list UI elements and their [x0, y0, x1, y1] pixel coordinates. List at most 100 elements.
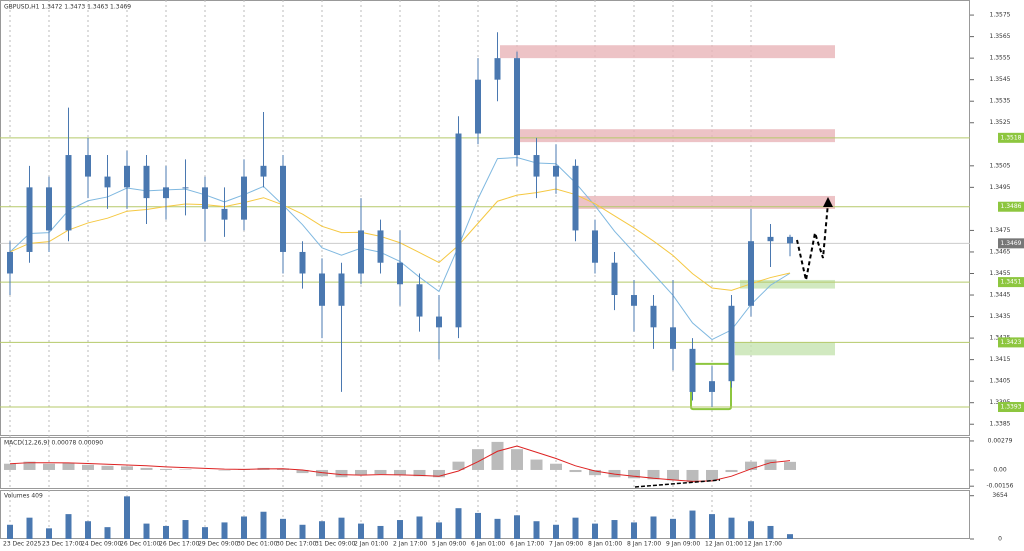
- x-tick-label: 30 Dec 01:00: [237, 541, 278, 548]
- level-label: 1.3451: [1001, 279, 1022, 286]
- volume-bar: [416, 516, 423, 539]
- candle-body: [377, 230, 384, 263]
- x-tick-label: 6 Jan 01:00: [471, 541, 505, 548]
- support-zone: [735, 342, 835, 356]
- volume-bar: [475, 512, 481, 539]
- macd-bar: [23, 461, 36, 470]
- level-tag: [998, 201, 1024, 212]
- volume-bar: [533, 521, 540, 539]
- candle-body: [748, 241, 754, 306]
- macd-bar: [82, 464, 94, 470]
- candle-body: [592, 230, 598, 263]
- candle-body: [7, 251, 13, 274]
- candle-body: [631, 295, 637, 306]
- volume-bar: [104, 527, 111, 539]
- y-tick-label: 1.3495: [990, 184, 1011, 191]
- macd-bar: [725, 469, 738, 473]
- macd-bar: [101, 465, 114, 470]
- x-tick-label: 29 Dec 09:00: [198, 541, 239, 548]
- candle-body: [436, 316, 442, 328]
- chart-title: GBPUSD,H1 1.3472 1.3473 1.3463 1.3469: [4, 4, 131, 11]
- volume-bar: [221, 522, 228, 539]
- macd-tick-label: 0.00: [993, 466, 1007, 473]
- macd-bar: [530, 459, 543, 470]
- volume-bar: [709, 514, 715, 539]
- x-tick-label: 23 Dec 17:00: [42, 541, 83, 548]
- candle-body: [85, 155, 91, 177]
- volume-bar: [280, 518, 286, 539]
- y-tick-label: 1.3575: [990, 12, 1011, 19]
- candle-body: [280, 165, 286, 252]
- x-tick-label: 23 Dec 2025: [3, 541, 42, 548]
- macd-bar: [764, 459, 777, 470]
- volume-bar: [767, 525, 774, 539]
- macd-bar: [160, 468, 172, 470]
- macd-bar: [745, 461, 757, 470]
- macd-bar: [374, 469, 387, 475]
- candle-body: [670, 327, 676, 349]
- level-tag: [998, 132, 1024, 143]
- macd-bar: [589, 469, 601, 476]
- macd-bar: [218, 469, 231, 471]
- volume-bar: [397, 520, 403, 539]
- x-tick-label: 24 Dec 09:00: [81, 541, 122, 548]
- macd-bar: [355, 469, 367, 476]
- volume-bar: [65, 514, 72, 539]
- macd-bar: [511, 449, 523, 470]
- x-tick-label: 8 Jan 17:00: [627, 541, 661, 548]
- candle-body: [319, 273, 325, 306]
- y-tick-label: 1.3475: [990, 227, 1011, 234]
- volume-tick-label: 3654: [992, 492, 1007, 499]
- x-tick-label: 5 Jan 09:00: [432, 541, 466, 548]
- candle-body: [514, 58, 520, 156]
- macd-bar: [121, 466, 133, 470]
- candle-body: [475, 79, 481, 134]
- candle-body: [611, 262, 618, 296]
- x-tick-label: 2 Jan 01:00: [354, 541, 388, 548]
- macd-bar: [452, 461, 465, 470]
- x-tick-label: 2 Jan 17:00: [393, 541, 427, 548]
- projection-arrow: [796, 202, 829, 281]
- x-tick-label: 7 Jan 09:00: [549, 541, 583, 548]
- candle-body: [46, 187, 52, 231]
- volume-bar: [650, 516, 657, 539]
- candle-body: [26, 187, 33, 252]
- macd-bar: [647, 469, 660, 480]
- volume-bar: [260, 511, 267, 539]
- volume-bar: [7, 524, 13, 539]
- volume-bar: [338, 517, 345, 539]
- macd-bar: [43, 463, 55, 470]
- macd-frame: [0, 437, 970, 489]
- macd-bar: [608, 469, 621, 478]
- macd-bar: [628, 469, 640, 479]
- macd-bar: [4, 463, 16, 470]
- volume-bar: [631, 522, 637, 539]
- volume-bar: [728, 517, 735, 539]
- level-label: 1.3393: [1001, 404, 1022, 411]
- volume-tick-label: 0: [998, 536, 1002, 543]
- volume-bar: [319, 521, 325, 539]
- volume-bar: [26, 517, 33, 539]
- y-tick-label: 1.3445: [990, 292, 1011, 299]
- level-tag: [998, 277, 1024, 288]
- volume-bar: [85, 521, 91, 539]
- candle-body: [65, 155, 72, 231]
- level-label: 1.3518: [1001, 134, 1022, 141]
- volume-bar: [553, 524, 559, 539]
- candle-body: [104, 176, 111, 188]
- macd-signal: [9, 445, 791, 482]
- macd-bar: [491, 441, 504, 470]
- y-tick-label: 1.3565: [990, 33, 1011, 40]
- resistance-zone: [500, 45, 835, 59]
- macd-bar: [316, 469, 328, 477]
- y-tick-label: 1.3405: [990, 378, 1011, 385]
- last-price-tag: [998, 238, 1024, 249]
- volume-bar: [787, 534, 793, 539]
- level-tag: [998, 402, 1024, 413]
- level-tag: [998, 337, 1024, 348]
- candle-body: [358, 230, 364, 274]
- volume-bar: [46, 528, 52, 539]
- candle-body: [728, 305, 735, 382]
